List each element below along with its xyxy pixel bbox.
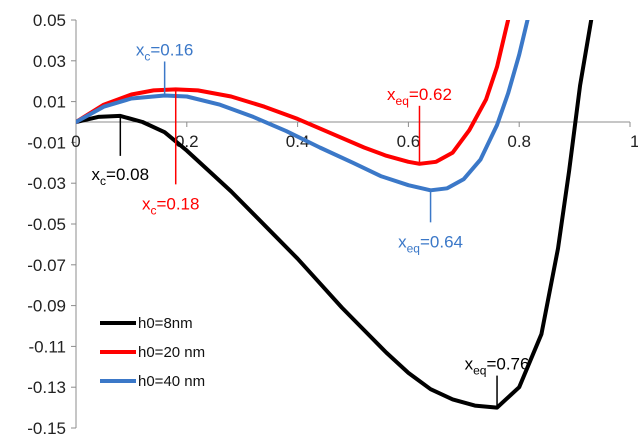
y-tick-label: -0.09 bbox=[27, 297, 66, 316]
legend-label: h0=40 nm bbox=[138, 373, 205, 390]
y-tick-label: -0.03 bbox=[27, 174, 66, 193]
y-tick-label: 0.01 bbox=[33, 93, 66, 112]
y-tick-label: 0.03 bbox=[33, 52, 66, 71]
annotation-label: xc=0.16 bbox=[136, 40, 194, 63]
annotation-label: xc=0.08 bbox=[92, 165, 150, 188]
legend-label: h0=8nm bbox=[138, 315, 193, 332]
y-tick-label: -0.15 bbox=[27, 419, 66, 438]
x-tick-label: 0.8 bbox=[507, 132, 531, 151]
y-tick-label: -0.11 bbox=[29, 337, 67, 356]
x-tick-label: 0 bbox=[71, 132, 80, 151]
y-tick-label: -0.13 bbox=[27, 378, 66, 397]
series-line bbox=[76, 20, 594, 410]
annotation-label: xeq=0.76 bbox=[465, 355, 530, 378]
x-tick-label: 0.6 bbox=[397, 132, 421, 151]
y-tick-label: 0.05 bbox=[33, 11, 66, 30]
series-line bbox=[76, 20, 511, 166]
series-line bbox=[76, 20, 530, 193]
annotation-label: xeq=0.62 bbox=[387, 85, 452, 108]
x-tick-label: 0.4 bbox=[286, 132, 310, 151]
annotation-label: xeq=0.64 bbox=[398, 232, 463, 255]
annotation-label: xc=0.18 bbox=[142, 194, 200, 217]
y-tick-label: -0.01 bbox=[27, 133, 66, 152]
y-tick-label: -0.07 bbox=[27, 256, 66, 275]
legend-label: h0=20 nm bbox=[138, 344, 205, 361]
y-tick-label: -0.05 bbox=[27, 215, 66, 234]
x-tick-label: 1 bbox=[630, 132, 638, 151]
